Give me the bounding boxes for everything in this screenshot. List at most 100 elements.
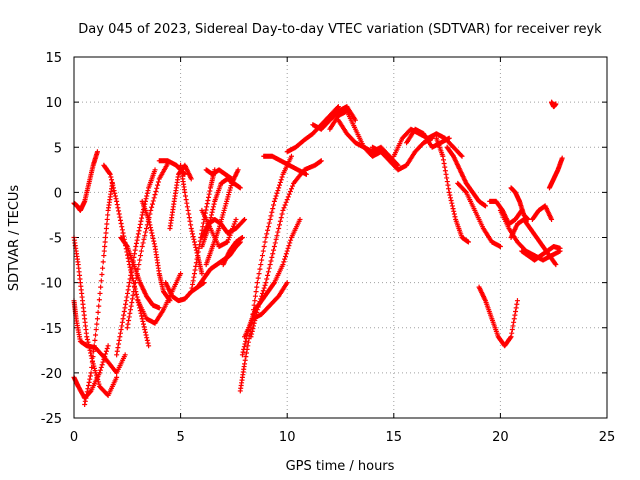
data-point — [286, 243, 292, 249]
series-arc-13 — [163, 280, 207, 304]
data-point — [262, 239, 268, 245]
data-point — [514, 301, 520, 307]
data-point — [253, 312, 259, 318]
data-point — [85, 383, 91, 389]
series-arc-36 — [433, 135, 471, 245]
data-point — [138, 253, 144, 259]
data-point — [137, 225, 143, 231]
data-point — [188, 222, 194, 228]
data-point — [141, 321, 147, 327]
data-point — [98, 278, 104, 284]
data-point — [116, 208, 122, 214]
data-point — [273, 193, 279, 199]
data-point — [278, 177, 284, 183]
data-point — [459, 153, 465, 159]
data-point — [443, 171, 449, 177]
data-point — [87, 373, 93, 379]
data-point — [101, 248, 107, 254]
series-arc-8 — [118, 235, 162, 311]
series-arc-15 — [178, 162, 205, 277]
data-point — [553, 101, 559, 107]
data-point — [441, 160, 447, 166]
data-point — [126, 314, 132, 320]
data-point — [190, 231, 196, 237]
data-point — [256, 271, 262, 277]
data-point — [208, 215, 214, 221]
data-point — [124, 294, 130, 300]
data-point — [284, 280, 290, 286]
data-point — [86, 379, 92, 385]
data-point — [100, 259, 106, 265]
data-point — [112, 193, 118, 199]
data-point — [84, 336, 90, 342]
data-point — [122, 352, 128, 358]
data-point — [94, 316, 100, 322]
data-point — [193, 263, 199, 269]
data-point — [152, 167, 158, 173]
data-point — [186, 211, 192, 217]
data-point — [142, 233, 148, 239]
data-point — [277, 218, 283, 224]
data-point — [442, 168, 448, 174]
data-point — [190, 281, 196, 287]
data-point — [285, 194, 291, 200]
data-point — [252, 293, 258, 299]
data-point — [128, 272, 134, 278]
data-point — [251, 320, 257, 326]
data-point — [256, 301, 262, 307]
data-point — [440, 157, 446, 163]
data-point — [116, 337, 122, 343]
data-point — [280, 207, 286, 213]
data-point — [188, 289, 194, 295]
data-point — [559, 155, 565, 161]
data-point — [186, 215, 192, 221]
data-point — [128, 269, 134, 275]
data-point — [110, 182, 116, 188]
data-point — [97, 367, 103, 373]
data-point — [133, 291, 139, 297]
x-tick-label: 0 — [70, 430, 78, 445]
data-point — [260, 248, 266, 254]
data-point — [525, 216, 531, 222]
data-point — [237, 185, 243, 191]
data-point — [109, 177, 115, 183]
data-point — [192, 267, 198, 273]
data-point — [287, 240, 293, 246]
data-point — [110, 185, 116, 191]
data-point — [148, 207, 154, 213]
data-point — [84, 392, 90, 398]
data-point — [254, 280, 260, 286]
data-point — [265, 269, 271, 275]
data-point — [335, 105, 341, 111]
data-point — [482, 203, 488, 209]
data-point — [287, 188, 293, 194]
data-point — [125, 290, 131, 296]
data-point — [86, 342, 92, 348]
data-point — [189, 285, 195, 291]
data-point — [195, 249, 201, 255]
data-point — [276, 185, 282, 191]
data-point — [335, 104, 341, 110]
data-point — [271, 247, 277, 253]
data-point — [285, 245, 291, 251]
data-point — [141, 324, 147, 330]
series-arc-45 — [529, 203, 555, 222]
data-point — [251, 323, 257, 329]
data-point — [98, 284, 104, 290]
data-point — [252, 298, 258, 304]
data-point — [139, 212, 145, 218]
data-point — [243, 338, 249, 344]
data-point — [143, 225, 149, 231]
data-point — [119, 227, 125, 233]
data-point — [255, 275, 261, 281]
data-point — [288, 237, 294, 243]
data-point — [148, 225, 154, 231]
data-point — [449, 200, 455, 206]
data-point — [462, 188, 468, 194]
data-point — [150, 235, 156, 241]
data-point — [207, 217, 213, 223]
data-point — [144, 337, 150, 343]
series-arc-4 — [71, 235, 120, 398]
data-point — [448, 197, 454, 203]
data-point — [189, 228, 195, 234]
